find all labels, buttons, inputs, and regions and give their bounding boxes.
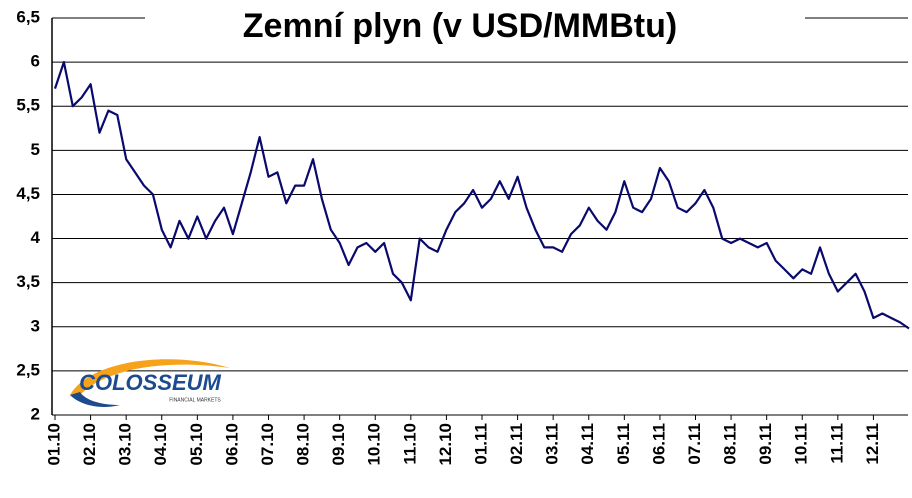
line-series	[53, 61, 910, 330]
logo: COLOSSEUM FINANCIAL MARKETS	[70, 359, 230, 407]
title-background	[145, 0, 805, 40]
x-tick-label: 01.11	[471, 423, 490, 465]
x-tick-label: 09.10	[329, 423, 348, 466]
y-tick-label: 6,5	[16, 7, 40, 26]
x-tick-label: 10.11	[792, 423, 811, 465]
x-tick-label: 02.10	[80, 423, 99, 466]
y-tick-label: 5,5	[16, 96, 40, 115]
x-tick-label: 12.10	[436, 423, 455, 466]
x-tick-label: 12.11	[863, 423, 882, 465]
x-tick-label: 04.11	[578, 423, 597, 465]
x-tick-label: 02.11	[507, 423, 526, 465]
y-tick-label: 3	[31, 316, 40, 335]
logo-swoosh-blue	[70, 392, 120, 407]
logo-swoosh	[70, 359, 230, 395]
x-tick-label: 07.10	[258, 423, 277, 466]
x-tick-label: 11.11	[827, 423, 846, 464]
logo-tagline: FINANCIAL MARKETS	[169, 397, 221, 403]
y-tick-label: 6	[31, 52, 40, 71]
x-tick-label: 07.11	[685, 423, 704, 465]
x-tick-label: 06.10	[222, 423, 241, 466]
x-tick-label: 08.10	[294, 423, 313, 466]
x-tick-label: 05.11	[614, 423, 633, 465]
x-tick-label: 09.11	[756, 423, 775, 465]
x-tick-label: 11.10	[400, 423, 419, 465]
x-tick-label: 01.10	[44, 423, 63, 466]
y-tick-label: 3,5	[16, 272, 40, 291]
y-tick-label: 5	[31, 140, 40, 159]
logo-name: COLOSSEUM	[79, 370, 221, 395]
x-tick-label: 10.10	[365, 423, 384, 466]
x-tick-label: 06.11	[649, 423, 668, 465]
x-tick-label: 03.10	[116, 423, 135, 466]
chart-title: Zemní plyn (v USD/MMBtu)	[243, 7, 677, 45]
x-tick-label: 03.11	[543, 423, 562, 465]
y-tick-label: 2,5	[16, 360, 40, 379]
x-tick-label: 08.11	[721, 423, 740, 465]
y-tick-label: 2	[31, 404, 40, 423]
x-tick-label: 05.10	[187, 423, 206, 466]
y-tick-label: 4	[31, 228, 41, 247]
grid	[51, 17, 908, 416]
y-tick-label: 4,5	[16, 184, 40, 203]
x-tick-label: 04.10	[151, 423, 170, 466]
